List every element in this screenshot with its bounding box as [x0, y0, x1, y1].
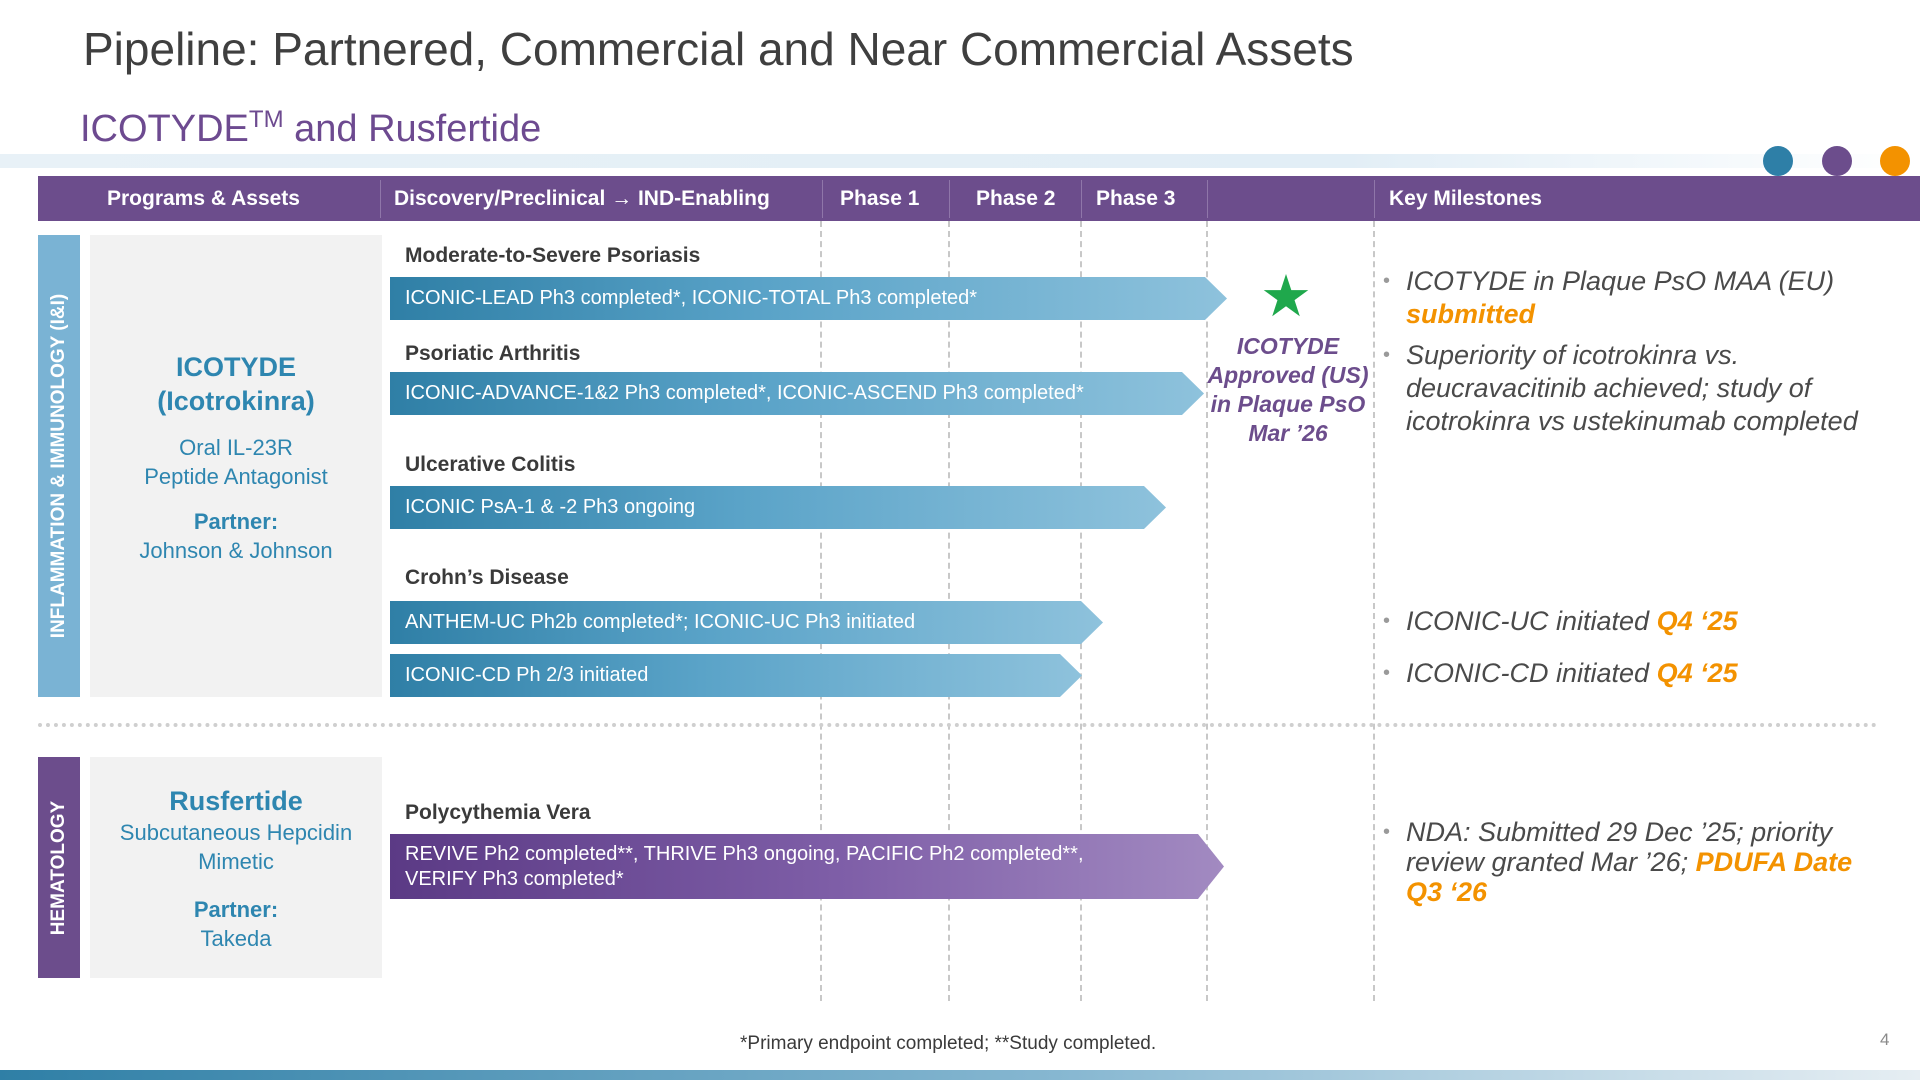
pipeline-arrow-rusfertide: REVIVE Ph2 completed**, THRIVE Ph3 ongoi… — [390, 834, 1224, 899]
program-desc: Oral IL-23R — [179, 435, 293, 460]
table-header-bar — [38, 176, 1920, 221]
bullet-icon: • — [1383, 662, 1391, 684]
band-inflammation-immunology: INFLAMMATION & IMMUNOLOGY (I&I) — [38, 235, 80, 697]
program-desc: Mimetic — [198, 849, 274, 874]
indication-label: Crohn’s Disease — [405, 566, 569, 589]
band-hematology: HEMATOLOGY — [38, 757, 80, 978]
program-box-icotyde: ICOTYDE (Icotrokinra) Oral IL-23R Peptid… — [90, 235, 382, 697]
milestone-text: Superiority of icotrokinra vs. deucravac… — [1406, 340, 1858, 436]
partner-name: Takeda — [200, 926, 272, 951]
program-title-sub: (Icotrokinra) — [157, 386, 315, 416]
approval-line: Mar ’26 — [1248, 420, 1328, 446]
page-title: Pipeline: Partnered, Commercial and Near… — [83, 23, 1354, 75]
indication-label: Psoriatic Arthritis — [405, 342, 581, 365]
header-phase2: Phase 2 — [976, 187, 1056, 210]
pipeline-arrow: ICONIC-ADVANCE-1&2 Ph3 completed*, ICONI… — [390, 372, 1204, 415]
header-divider — [822, 180, 823, 218]
approval-callout: ICOTYDE Approved (US) in Plaque PsO Mar … — [1198, 332, 1378, 448]
section-divider — [38, 723, 1878, 727]
header-phase3: Phase 3 — [1096, 187, 1176, 210]
approval-line: ICOTYDE — [1236, 333, 1340, 359]
milestone-item: • NDA: Submitted 29 Dec ’25; priority re… — [1383, 817, 1893, 907]
milestone-highlight: Q4 ‘25 — [1656, 606, 1738, 636]
orange-dot-icon — [1880, 146, 1910, 176]
footnote: *Primary endpoint completed; **Study com… — [740, 1033, 1157, 1054]
milestone-item: • ICOTYDE in Plaque PsO MAA (EU) submitt… — [1383, 265, 1893, 331]
arrow-text-line: REVIVE Ph2 completed**, THRIVE Ph3 ongoi… — [405, 842, 1084, 865]
star-icon: ★ — [1260, 264, 1312, 329]
milestone-text: NDA: Submitted 29 Dec ’25; priority revi… — [1406, 817, 1833, 877]
approval-line: in Plaque PsO — [1210, 391, 1366, 417]
header-divider — [1081, 180, 1082, 218]
partner-label: Partner: — [193, 509, 279, 534]
purple-dot-icon — [1822, 146, 1852, 176]
arrow-text-line: VERIFY Ph3 completed* — [405, 867, 624, 890]
milestone-text: ICONIC-CD initiated — [1406, 658, 1650, 688]
pipeline-arrow: ICONIC-LEAD Ph3 completed*, ICONIC-TOTAL… — [390, 277, 1227, 320]
milestone-text: ICOTYDE in Plaque PsO MAA (EU) — [1406, 266, 1835, 296]
header-divider — [1207, 180, 1208, 218]
indication-label: Moderate-to-Severe Psoriasis — [405, 244, 701, 267]
milestone-highlight: submitted — [1406, 299, 1536, 329]
top-decor-band — [0, 154, 1920, 168]
milestone-highlight: Q4 ‘25 — [1656, 658, 1738, 688]
header-phase1: Phase 1 — [840, 187, 920, 210]
header-milestones: Key Milestones — [1389, 187, 1542, 210]
phase-gridline — [1373, 221, 1375, 1001]
header-programs: Programs & Assets — [107, 187, 300, 210]
blue-dot-icon — [1763, 146, 1793, 176]
program-desc: Subcutaneous Hepcidin — [119, 820, 353, 845]
page-number: 4 — [1880, 1030, 1890, 1049]
program-box-rusfertide: Rusfertide Subcutaneous Hepcidin Mimetic… — [90, 757, 382, 978]
pipeline-arrow: ICONIC PsA-1 & -2 Ph3 ongoing — [390, 486, 1166, 529]
partner-label: Partner: — [193, 897, 279, 922]
subtitle-rest: and Rusfertide — [283, 108, 542, 150]
bullet-icon: • — [1383, 821, 1391, 843]
page-subtitle: ICOTYDETM and Rusfertide — [80, 106, 541, 151]
milestone-item: • ICONIC-CD initiated Q4 ‘25 — [1383, 657, 1893, 690]
indication-label: Polycythemia Vera — [405, 801, 591, 824]
partner-name: Johnson & Johnson — [139, 538, 333, 563]
pipeline-arrow: ICONIC-CD Ph 2/3 initiated — [390, 654, 1082, 697]
header-divider — [949, 180, 950, 218]
program-title: ICOTYDE — [175, 352, 296, 382]
bullet-icon: • — [1383, 270, 1391, 292]
header-discovery: Discovery/Preclinical → IND-Enabling — [394, 187, 770, 210]
trademark-sup: TM — [248, 106, 284, 133]
indication-label: Ulcerative Colitis — [405, 453, 576, 476]
program-desc: Peptide Antagonist — [144, 464, 328, 489]
milestone-item: • ICONIC-UC initiated Q4 ‘25 — [1383, 605, 1893, 638]
milestone-highlight: PDUFA Date Q3 ‘26 — [1406, 847, 1853, 907]
milestone-text: ICONIC-UC initiated — [1406, 606, 1650, 636]
subtitle-main: ICOTYDE — [80, 108, 249, 150]
bullet-icon: • — [1383, 344, 1391, 366]
bottom-decor-band — [0, 1070, 1920, 1080]
header-divider — [1374, 180, 1375, 218]
milestone-item: • Superiority of icotrokinra vs. deucrav… — [1383, 339, 1893, 438]
pipeline-arrow: ANTHEM-UC Ph2b completed*; ICONIC-UC Ph3… — [390, 601, 1103, 644]
header-divider — [380, 180, 381, 218]
phase-gridline — [1206, 221, 1208, 1001]
program-title: Rusfertide — [169, 786, 303, 816]
approval-line: Approved (US) — [1207, 362, 1369, 388]
bullet-icon: • — [1383, 610, 1391, 632]
